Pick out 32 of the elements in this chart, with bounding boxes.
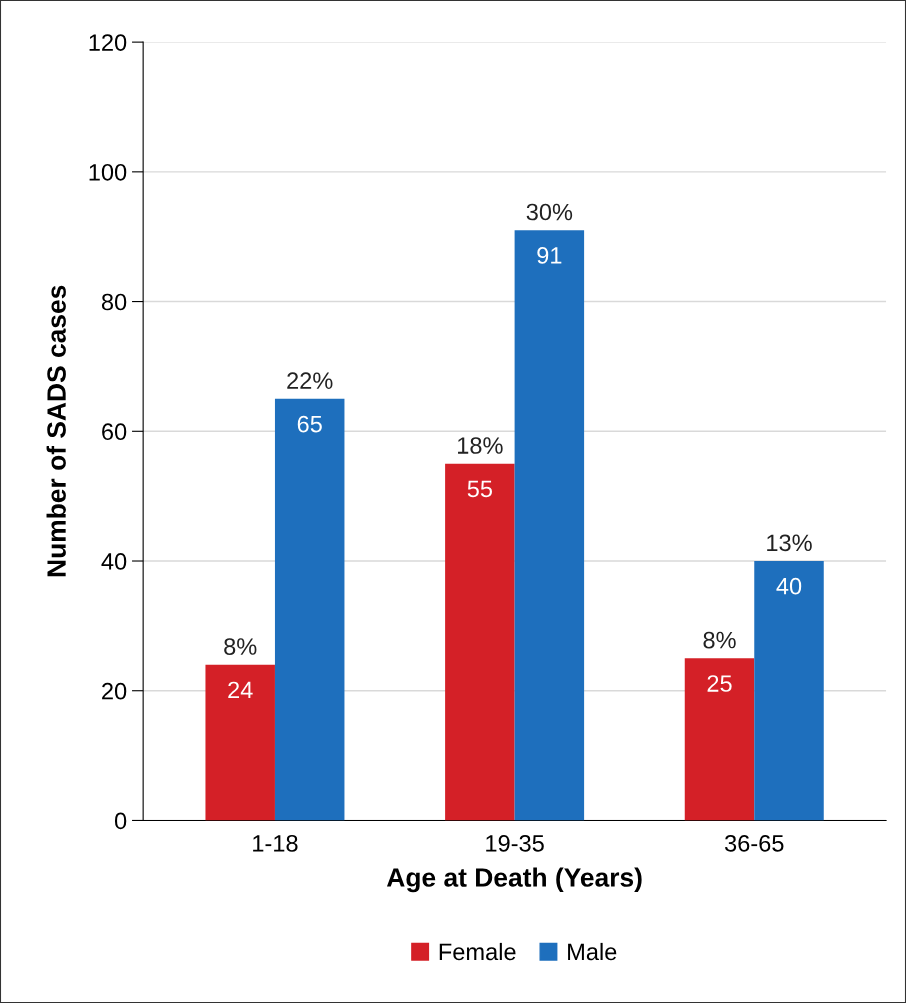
y-tick-label: 100 [89,163,127,181]
data-label: 91 [537,247,562,264]
x-tick-label: 36-65 [724,834,784,852]
x-tick-label: 19-35 [486,834,544,852]
annotation: 18% [458,437,503,454]
y-tick-label: 40 [101,553,127,570]
y-tick-label: 20 [102,682,127,700]
data-label: 40 [776,577,802,595]
x-tick-label: 1-18 [253,834,298,852]
annotation: 22% [287,372,333,389]
bar [445,463,515,821]
data-label: 25 [707,675,732,692]
bar [205,664,275,821]
legend-label: Female [439,942,516,961]
bar [754,561,824,821]
data-label: 24 [228,681,253,699]
bar [514,230,585,821]
bar [274,398,345,821]
data-label: 65 [297,415,322,433]
annotation: 13% [767,534,812,552]
y-axis-title: Number of SADS cases [46,285,66,577]
annotation: 30% [526,203,573,221]
y-tick-label: 80 [101,293,127,311]
annotation: 8% [224,638,257,655]
y-tick-label: 0 [114,812,127,830]
y-tick-label: 120 [89,34,127,51]
data-label: 55 [467,480,492,498]
y-tick-label: 60 [102,423,127,441]
annotation: 8% [703,631,736,649]
bar [684,658,755,821]
x-axis-title: Age at Death (Years) [386,867,642,893]
legend-label: Male [568,942,617,961]
